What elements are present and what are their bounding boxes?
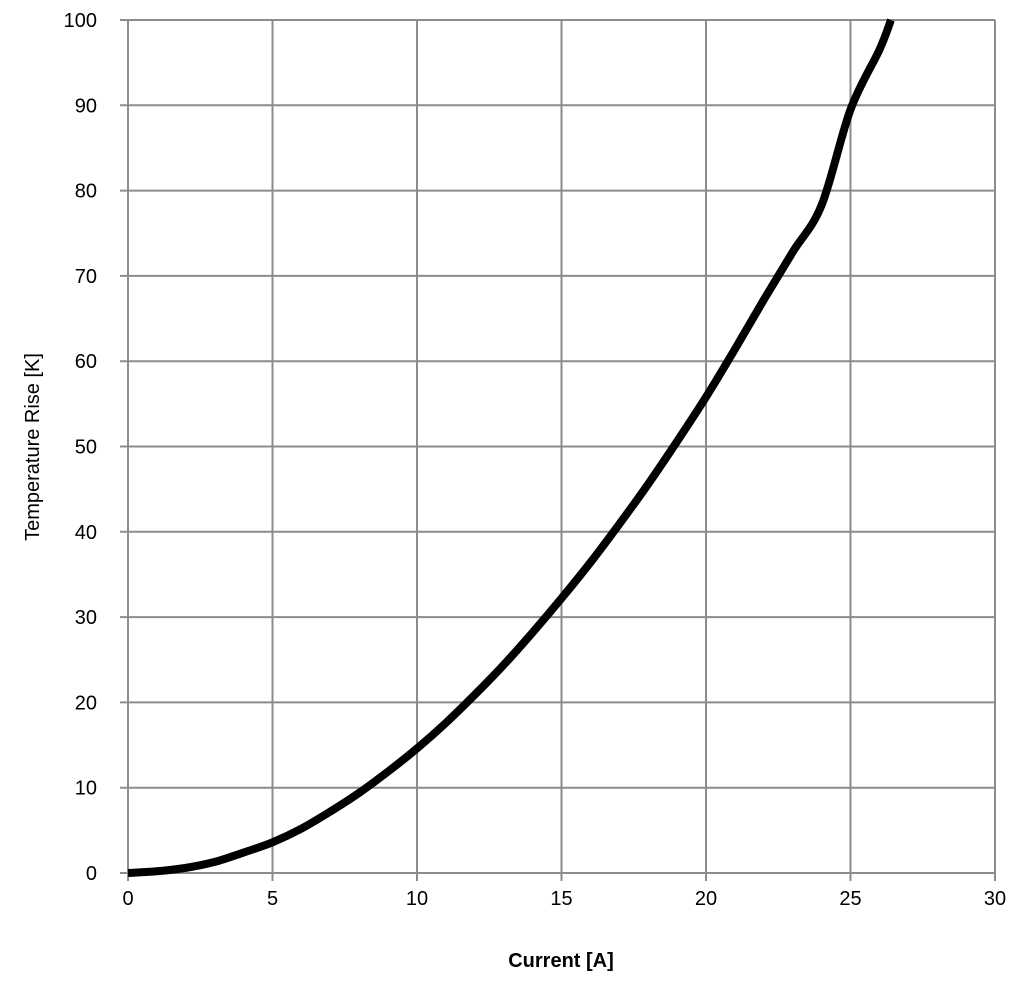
x-axis-title: Current [A] [508,950,614,972]
x-tick-label: 25 [839,888,861,910]
y-tick-label: 20 [75,692,97,714]
x-tick-label: 15 [550,888,572,910]
y-tick-label: 30 [75,607,97,629]
y-tick-label: 80 [75,181,97,203]
x-tick-label: 20 [695,888,717,910]
horizontal-gridlines [120,19,995,874]
y-tick-label: 70 [75,266,97,288]
x-tick-label: 30 [984,888,1006,910]
y-tick-label: 100 [64,10,97,32]
y-axis-title: Temperature Rise [K] [22,353,44,541]
x-tick-label: 0 [122,888,133,910]
series-group [127,18,895,877]
vertical-gridlines [127,20,996,881]
y-tick-label: 10 [75,778,97,800]
y-tick-label: 40 [75,522,97,544]
x-tick-label: 10 [406,888,428,910]
x-tick-labels: 0 5 10 15 20 25 30 [122,888,1006,910]
y-tick-label: 60 [75,351,97,373]
series-line [127,18,895,877]
y-tick-label: 50 [75,437,97,459]
y-tick-labels: 0 10 20 30 40 50 60 70 80 90 100 [64,10,97,885]
x-tick-label: 5 [267,888,278,910]
y-tick-label: 90 [75,95,97,117]
y-tick-label: 0 [86,863,97,885]
